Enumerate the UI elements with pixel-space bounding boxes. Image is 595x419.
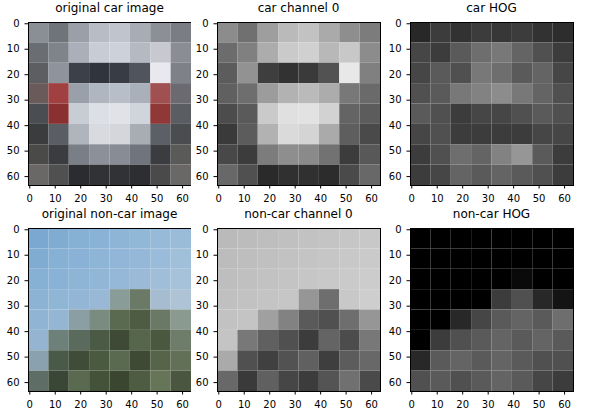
svg-text:10: 10 — [7, 249, 20, 260]
svg-text:0: 0 — [202, 224, 208, 235]
svg-text:50: 50 — [7, 145, 20, 156]
svg-text:60: 60 — [365, 399, 378, 410]
svg-text:10: 10 — [49, 399, 62, 410]
svg-text:50: 50 — [340, 193, 353, 204]
svg-text:40: 40 — [314, 399, 327, 410]
svg-text:50: 50 — [389, 145, 402, 156]
svg-text:50: 50 — [533, 399, 546, 410]
svg-text:20: 20 — [263, 193, 276, 204]
svg-text:60: 60 — [389, 171, 402, 182]
svg-text:60: 60 — [7, 377, 20, 388]
html-text:original car image: original car image — [55, 1, 164, 15]
svg-text:20: 20 — [389, 69, 402, 80]
svg-text:10: 10 — [196, 249, 209, 260]
svg-text:10: 10 — [431, 399, 444, 410]
svg-text:30: 30 — [7, 300, 20, 311]
svg-text:60: 60 — [176, 399, 189, 410]
svg-text:10: 10 — [238, 193, 251, 204]
svg-text:10: 10 — [389, 249, 402, 260]
svg-text:0: 0 — [409, 399, 415, 410]
svg-text:40: 40 — [389, 120, 402, 131]
svg-text:30: 30 — [389, 94, 402, 105]
svg-text:30: 30 — [196, 94, 209, 105]
svg-text:40: 40 — [125, 399, 138, 410]
svg-text:10: 10 — [49, 193, 62, 204]
svg-text:40: 40 — [196, 326, 209, 337]
svg-text:40: 40 — [507, 193, 520, 204]
svg-text:50: 50 — [340, 399, 353, 410]
svg-text:50: 50 — [151, 193, 164, 204]
svg-text:60: 60 — [558, 399, 571, 410]
svg-text:60: 60 — [176, 193, 189, 204]
svg-text:60: 60 — [389, 377, 402, 388]
svg-text:50: 50 — [196, 351, 209, 362]
svg-text:10: 10 — [389, 43, 402, 54]
html-text:car HOG: car HOG — [466, 1, 517, 15]
svg-text:20: 20 — [7, 69, 20, 80]
svg-text:40: 40 — [7, 326, 20, 337]
html-text:non-car channel 0: non-car channel 0 — [244, 207, 353, 221]
svg-text:50: 50 — [151, 399, 164, 410]
svg-text:40: 40 — [314, 193, 327, 204]
svg-text:0: 0 — [202, 18, 208, 29]
svg-text:20: 20 — [389, 275, 402, 286]
svg-text:60: 60 — [196, 171, 209, 182]
svg-text:0: 0 — [27, 399, 33, 410]
svg-text:20: 20 — [263, 399, 276, 410]
svg-text:40: 40 — [125, 193, 138, 204]
svg-text:20: 20 — [456, 193, 469, 204]
svg-text:10: 10 — [7, 43, 20, 54]
svg-text:30: 30 — [482, 399, 495, 410]
svg-text:30: 30 — [289, 399, 302, 410]
svg-text:0: 0 — [409, 193, 415, 204]
svg-text:40: 40 — [7, 120, 20, 131]
svg-text:10: 10 — [238, 399, 251, 410]
svg-text:30: 30 — [289, 193, 302, 204]
svg-text:40: 40 — [196, 120, 209, 131]
svg-text:20: 20 — [456, 399, 469, 410]
html-text:non-car HOG: non-car HOG — [452, 207, 531, 221]
svg-text:50: 50 — [196, 145, 209, 156]
svg-text:20: 20 — [74, 399, 87, 410]
svg-text:0: 0 — [13, 224, 19, 235]
svg-text:20: 20 — [7, 275, 20, 286]
html-text:original non-car image: original non-car image — [41, 207, 178, 221]
svg-text:60: 60 — [7, 171, 20, 182]
svg-text:0: 0 — [13, 18, 19, 29]
svg-text:60: 60 — [558, 193, 571, 204]
svg-text:20: 20 — [196, 69, 209, 80]
svg-text:0: 0 — [216, 399, 222, 410]
html-text:car channel 0: car channel 0 — [257, 1, 340, 15]
svg-text:0: 0 — [216, 193, 222, 204]
svg-text:50: 50 — [533, 193, 546, 204]
svg-text:60: 60 — [365, 193, 378, 204]
svg-text:30: 30 — [7, 94, 20, 105]
svg-text:40: 40 — [507, 399, 520, 410]
svg-text:40: 40 — [389, 326, 402, 337]
svg-text:30: 30 — [389, 300, 402, 311]
svg-text:10: 10 — [196, 43, 209, 54]
svg-text:30: 30 — [100, 399, 113, 410]
svg-text:30: 30 — [100, 193, 113, 204]
svg-text:50: 50 — [7, 351, 20, 362]
svg-text:0: 0 — [27, 193, 33, 204]
svg-text:0: 0 — [395, 18, 401, 29]
svg-text:50: 50 — [389, 351, 402, 362]
svg-text:10: 10 — [431, 193, 444, 204]
svg-text:20: 20 — [196, 275, 209, 286]
svg-text:20: 20 — [74, 193, 87, 204]
svg-text:30: 30 — [196, 300, 209, 311]
svg-text:0: 0 — [395, 224, 401, 235]
svg-text:60: 60 — [196, 377, 209, 388]
svg-text:30: 30 — [482, 193, 495, 204]
